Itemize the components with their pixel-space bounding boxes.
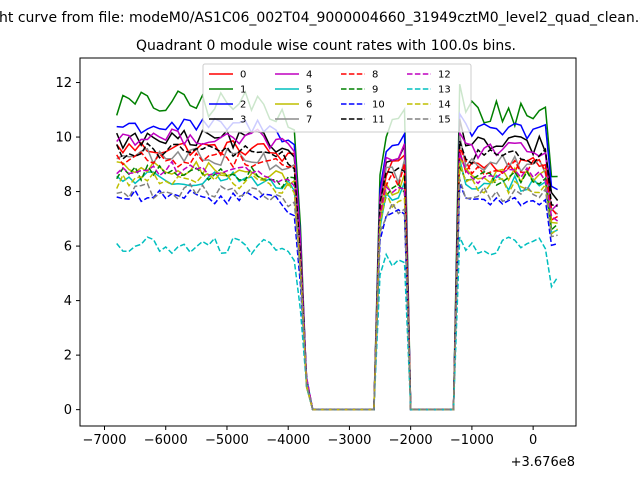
- y-tick-label: 0: [64, 403, 72, 418]
- legend-label-8: 8: [372, 70, 378, 81]
- figure-suptitle: Light curve from file: modeM0/AS1C06_002…: [0, 10, 640, 26]
- legend-label-9: 9: [372, 85, 378, 96]
- legend-label-13: 13: [438, 85, 451, 96]
- legend-label-10: 10: [372, 100, 385, 111]
- x-tick-label: −3000: [327, 433, 371, 448]
- legend-box: [202, 63, 472, 133]
- x-tick-label: −6000: [144, 433, 188, 448]
- legend-label-1: 1: [240, 85, 246, 96]
- y-tick-label: 10: [55, 131, 72, 146]
- y-tick-label: 4: [64, 294, 72, 309]
- x-tick-label: −7000: [83, 433, 127, 448]
- y-tick-label: 8: [64, 185, 72, 200]
- x-tick-label: −5000: [205, 433, 249, 448]
- y-tick-label: 6: [64, 240, 72, 255]
- axes-frame: [79, 57, 577, 427]
- x-axis-ticks: −7000 −6000 −5000 −4000 −3000 −2000 −1000 0: [83, 426, 537, 448]
- x-tick-label: −4000: [266, 433, 310, 448]
- legend-label-12: 12: [438, 70, 451, 81]
- legend-label-2: 2: [240, 100, 246, 111]
- x-offset-label: +3.676e8: [511, 455, 575, 470]
- x-tick-label: −1000: [450, 433, 494, 448]
- legend-label-4: 4: [306, 70, 312, 81]
- chart-title: Quadrant 0 module wise count rates with …: [136, 38, 516, 54]
- legend-label-14: 14: [438, 100, 451, 111]
- series-layer: [115, 83, 559, 411]
- x-tick-label: −2000: [389, 433, 433, 448]
- x-tick-label: 0: [529, 433, 537, 448]
- y-tick-label: 12: [55, 76, 72, 91]
- legend-label-6: 6: [306, 100, 312, 111]
- legend-label-15: 15: [438, 115, 451, 126]
- y-axis-ticks: 0 2 4 6 8 10 12: [55, 76, 80, 418]
- series-line-14: [116, 162, 559, 411]
- legend-label-0: 0: [240, 70, 246, 81]
- legend-label-3: 3: [240, 115, 246, 126]
- legend-label-11: 11: [372, 115, 385, 126]
- y-tick-label: 2: [64, 349, 72, 364]
- series-line-15: [116, 178, 558, 411]
- legend-label-5: 5: [306, 85, 312, 96]
- series-line-11: [116, 140, 558, 411]
- legend-label-7: 7: [306, 115, 312, 126]
